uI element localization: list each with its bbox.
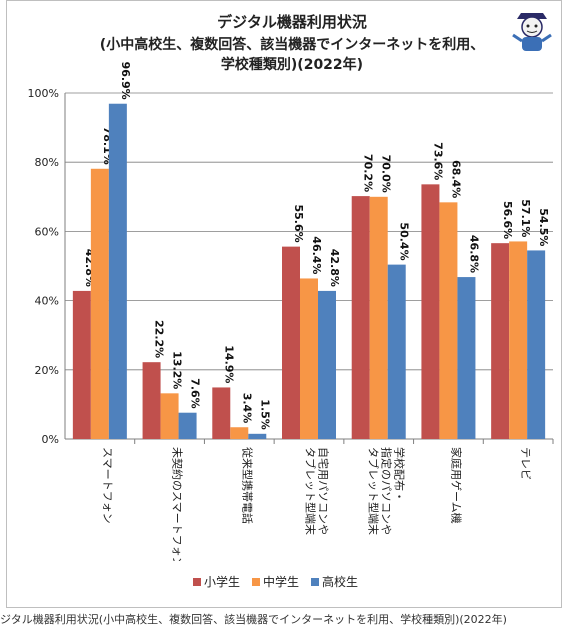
x-category-label: 指定のパソコンや (380, 447, 394, 535)
data-label: 46.4% (310, 236, 323, 274)
x-category-label: 自宅用パソコンや (317, 447, 331, 535)
bar (212, 387, 231, 439)
bar (491, 243, 510, 439)
bar (457, 277, 476, 439)
x-category-label: タブレット型端末 (367, 447, 381, 535)
legend-label: 中学生 (263, 575, 300, 589)
legend-swatch (252, 577, 261, 586)
bar (300, 278, 318, 439)
data-label: 73.6% (431, 142, 444, 180)
bar (178, 412, 197, 439)
chart-subtitle-line-2: 学校種類別)(2022年) (220, 57, 364, 73)
chart-frame: デジタル機器利用状況 (小中高校生、複数回答、該当機器でインターネットを利用、 … (6, 0, 562, 608)
chart-title: デジタル機器利用状況 (217, 13, 367, 31)
data-label: 7.6% (189, 378, 202, 409)
legend-item-junior-high: 中学生 (252, 573, 299, 590)
data-label: 54.5% (537, 208, 550, 246)
bar (90, 168, 109, 440)
x-category-label: 従来型携帯電話 (240, 447, 254, 524)
bar-chart: 0%20%40%60%80%100%42.8%78.1%96.9%スマートフォン… (28, 62, 554, 561)
data-label: 42.8% (328, 249, 341, 287)
y-tick-label: 60% (35, 225, 59, 238)
data-label: 70.2% (362, 154, 375, 192)
x-category-label: テレビ (519, 447, 532, 480)
data-label: 3.4% (240, 393, 253, 424)
legend-item-elementary: 小学生 (193, 573, 240, 590)
bar (527, 250, 546, 439)
chart-subtitle-line-1: (小中高校生、複数回答、該当機器でインターネットを利用、 (99, 37, 485, 53)
data-label: 96.9% (119, 62, 132, 100)
data-label: 13.2% (171, 351, 184, 389)
data-label: 22.2% (153, 320, 166, 358)
bar (142, 362, 161, 439)
figure-caption: ジタル機器利用状況(小中高校生、複数回答、該当機器でインターネットを利用、学校種… (0, 613, 507, 626)
data-label: 57.1% (519, 199, 532, 237)
bar (230, 427, 249, 439)
data-label: 46.8% (467, 235, 480, 273)
bar (421, 184, 440, 439)
y-tick-label: 0% (42, 433, 59, 446)
bar (318, 290, 336, 439)
bar (369, 196, 388, 439)
legend-swatch (193, 577, 201, 586)
y-tick-label: 40% (35, 295, 59, 308)
y-tick-label: 100% (28, 87, 59, 100)
bar (160, 393, 179, 439)
data-label: 14.9% (222, 345, 235, 383)
data-label: 56.6% (501, 201, 514, 239)
bar (282, 246, 300, 439)
bar (509, 241, 528, 439)
legend-label: 小学生 (204, 575, 241, 589)
x-category-label: スマートフォン (101, 447, 114, 524)
data-label: 70.0% (380, 155, 393, 193)
mascot-logo (512, 13, 552, 51)
bar (108, 103, 127, 439)
data-label: 50.4% (398, 222, 411, 260)
bar (439, 202, 458, 439)
data-label: 55.6% (292, 204, 305, 242)
data-label: 68.4% (449, 160, 462, 198)
chart-legend: 小学生 中学生 高校生 (193, 573, 358, 590)
bar (387, 264, 406, 439)
x-category-label: 家庭用ゲーム機 (449, 447, 463, 524)
x-category-label: 学校配布・ (393, 447, 407, 502)
bar (351, 196, 370, 439)
y-tick-label: 20% (35, 364, 59, 377)
y-tick-label: 80% (35, 156, 59, 169)
legend-label: 高校生 (322, 575, 359, 589)
x-category-label: 未契約のスマートフォン (171, 447, 185, 561)
x-category-label: タブレット型端末 (304, 447, 318, 535)
legend-swatch (311, 577, 320, 586)
bar (248, 433, 267, 439)
bar (72, 290, 91, 439)
legend-item-high-school: 高校生 (311, 573, 358, 590)
data-label: 1.5% (258, 399, 271, 430)
